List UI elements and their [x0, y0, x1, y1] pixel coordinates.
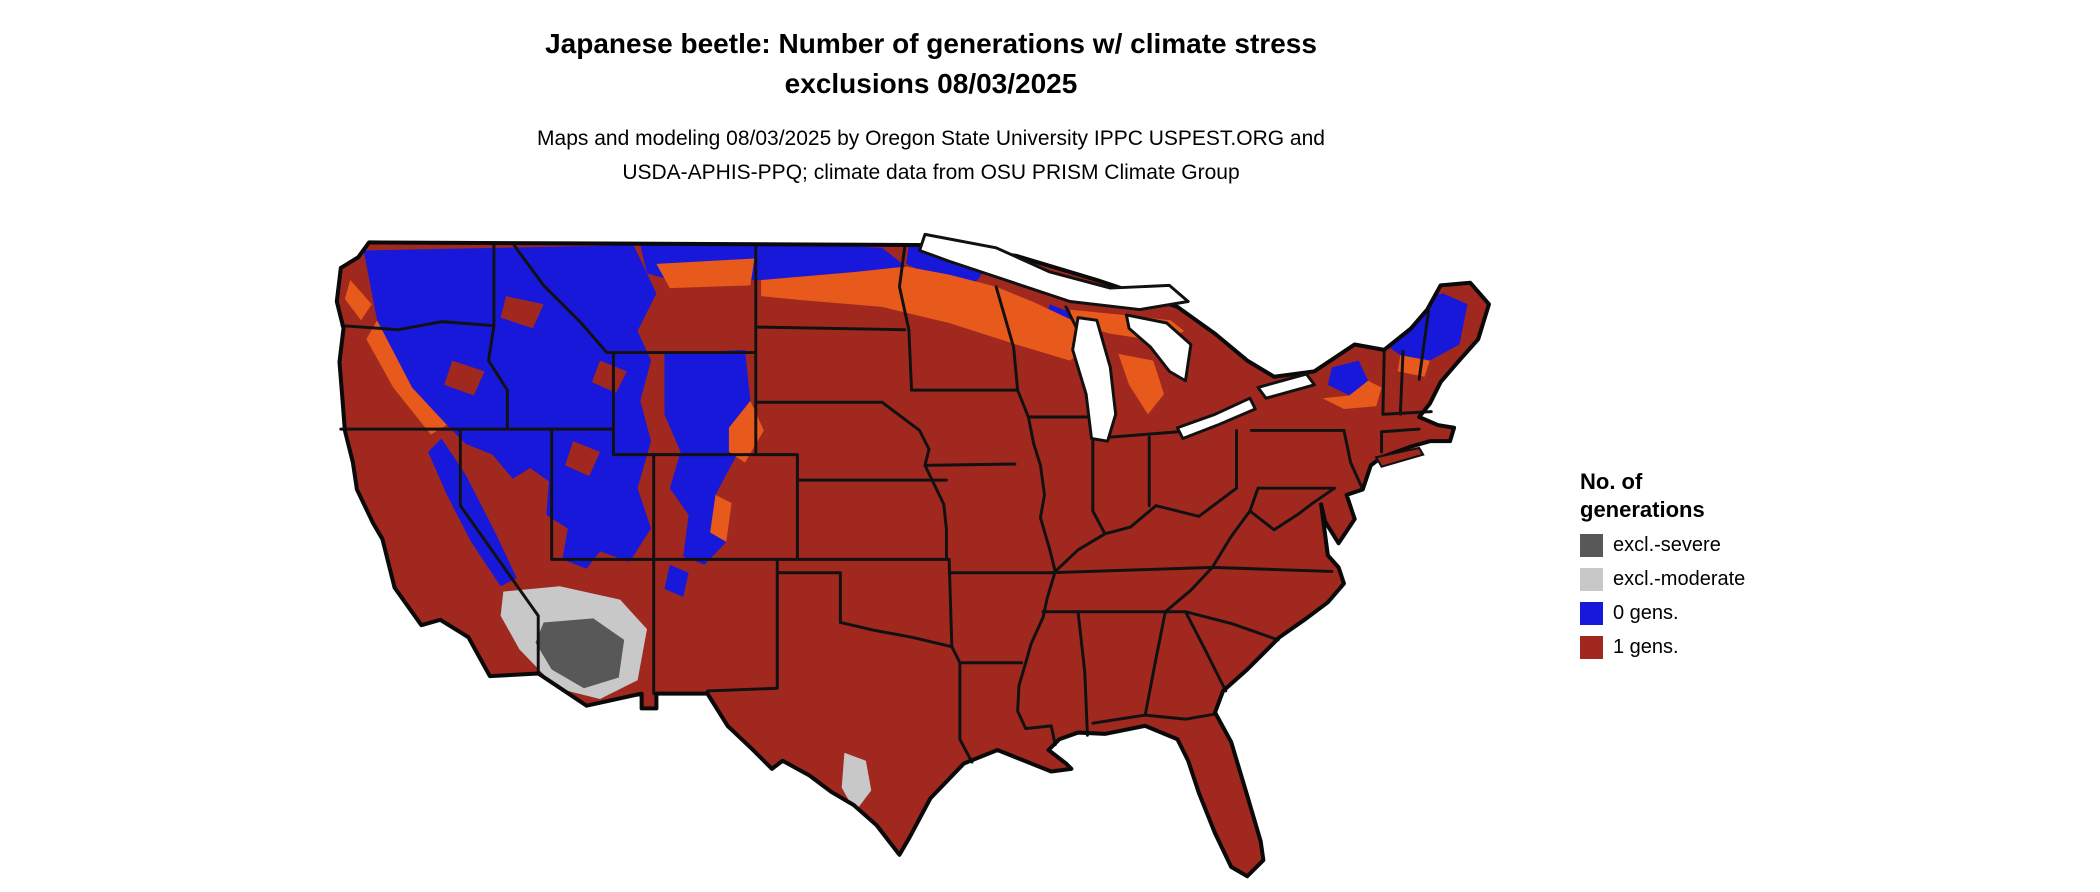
lake-huron: [1124, 313, 1193, 383]
legend-item: excl.-severe: [1580, 534, 1745, 557]
us-outline: [334, 240, 1491, 879]
lake-ontario: [1256, 372, 1316, 400]
state-borders: [339, 243, 1433, 764]
map-subtitle-line1: Maps and modeling 08/03/2025 by Oregon S…: [537, 127, 1325, 150]
map-title: Japanese beetle: Number of generations w…: [0, 24, 1862, 104]
map-legend: No. of generations excl.-severe excl.-mod…: [1580, 468, 1745, 670]
legend-swatch-excl_moderate: [1580, 568, 1603, 591]
region-transition-orange: [344, 258, 1430, 542]
lake-erie: [1175, 396, 1257, 440]
region-1-gens-mottle: [444, 296, 627, 477]
long-island: [1374, 446, 1425, 468]
legend-item: 0 gens.: [1580, 602, 1745, 625]
legend-item-label: 0 gens.: [1613, 602, 1679, 624]
great-lakes: [918, 232, 1316, 443]
legend-item-label: excl.-severe: [1613, 534, 1721, 556]
legend-items: excl.-severe excl.-moderate 0 gens. 1 gens.: [1580, 534, 1745, 659]
legend-swatch-gen0: [1580, 602, 1603, 625]
map-subtitle: Maps and modeling 08/03/2025 by Oregon S…: [0, 122, 1862, 190]
lake-superior: [918, 232, 1190, 312]
legend-item: excl.-moderate: [1580, 568, 1745, 591]
map-subtitle-line2: USDA-APHIS-PPQ; climate data from OSU PR…: [622, 161, 1240, 184]
map-title-line2: exclusions 08/03/2025: [784, 68, 1078, 99]
legend-item: 1 gens.: [1580, 636, 1745, 659]
legend-swatch-excl_severe: [1580, 534, 1603, 557]
legend-item-label: excl.-moderate: [1613, 568, 1746, 590]
legend-title-line2: generations: [1580, 497, 1705, 522]
us-map-svg: [334, 232, 1491, 879]
lake-michigan: [1071, 316, 1118, 443]
map-title-line1: Japanese beetle: Number of generations w…: [545, 28, 1317, 59]
legend-title-line1: No. of: [1580, 469, 1643, 494]
legend-swatch-gen1: [1580, 636, 1603, 659]
region-excl-severe: [535, 618, 625, 689]
legend-title: No. of generations: [1580, 468, 1745, 524]
legend-item-label: 1 gens.: [1613, 636, 1679, 658]
us-choropleth-map: [318, 226, 1540, 890]
